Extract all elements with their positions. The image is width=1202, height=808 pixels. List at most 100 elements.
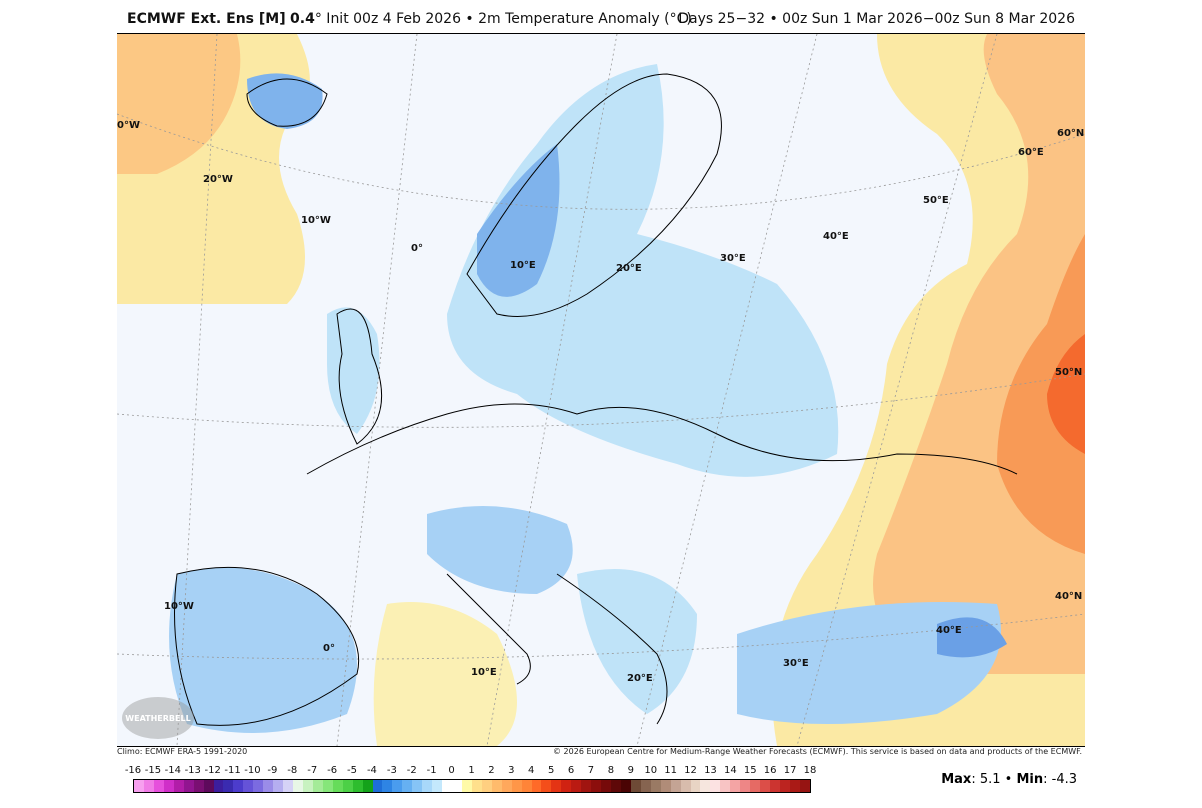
graticule-label: 60°N: [1057, 128, 1085, 139]
max-value: : 5.1 •: [971, 772, 1017, 787]
warm-med: [373, 602, 517, 746]
colorbar-swatch: [442, 780, 452, 792]
colorbar-tick-label: 5: [547, 765, 555, 776]
colorbar-swatch: [481, 780, 492, 792]
colorbar-swatch: [770, 780, 780, 792]
colorbar-swatch: [253, 780, 264, 792]
colorbar-swatch: [571, 780, 582, 792]
colorbar-swatch: [412, 780, 423, 792]
colorbar-tick-label: 7: [587, 765, 595, 776]
colorbar-swatch: [243, 780, 254, 792]
colorbar-tick-label: -10: [244, 765, 261, 776]
weatherbell-logo: WEATHERBELL: [122, 697, 194, 739]
graticule-label: 30°E: [720, 253, 746, 264]
colorbar-swatch: [422, 780, 433, 792]
colorbar-swatch: [710, 780, 721, 792]
colorbar-tick-label: 0: [448, 765, 455, 776]
colorbar-swatch: [193, 780, 204, 792]
colorbar-tick-label: 3: [508, 765, 515, 776]
graticule-label: 20°E: [627, 673, 653, 684]
colorbar-swatch: [720, 780, 731, 792]
cool-turkey: [737, 602, 1001, 724]
warm-atlantic-orange: [117, 34, 241, 174]
colorbar-swatch: [461, 780, 472, 792]
colorbar-tick-label: -13: [184, 765, 201, 776]
cool-iberia: [169, 567, 357, 733]
colorbar-tick-label: 2: [488, 765, 495, 776]
colorbar-tick-label: -16: [124, 765, 142, 776]
colorbar-tick-label: -5: [347, 765, 358, 776]
graticule-label: 10°E: [471, 667, 497, 678]
colorbar-swatch: [789, 780, 800, 792]
colorbar-swatch: [342, 780, 353, 792]
colorbar-tick-label: 13: [704, 765, 717, 776]
colorbar-swatch: [750, 780, 761, 792]
map-shading: [117, 34, 1085, 746]
hottest-core: [1047, 334, 1085, 454]
graticule-label: 50°E: [923, 195, 949, 206]
max-label: Max: [941, 772, 972, 787]
colorbar-tick-label: 4: [528, 765, 535, 776]
graticule-label: 0°: [323, 643, 335, 654]
colorbar-swatch: [611, 780, 621, 792]
colorbar-swatch: [640, 780, 651, 792]
colorbar-tick-label: 10: [644, 765, 658, 776]
colorbar-labels: -16 -15 -14 -13 -12 -11 -10 -9 -8 -7 -6 -5 -4 -3 -2 -1 0…: [125, 765, 817, 777]
colorbar-tick-label: -9: [267, 765, 278, 776]
graticule-label: 0°: [411, 243, 423, 254]
graticule-label: 10°E: [510, 260, 536, 271]
colorbar-swatch: [760, 780, 770, 792]
colorbar-swatch: [670, 780, 681, 792]
anomaly-map: 0°W 20°W 10°W 0° 10°E 20°E 30°E 40°E 50°…: [117, 33, 1085, 747]
colorbar-swatch: [372, 780, 383, 792]
colorbar-tick-label: -14: [164, 765, 181, 776]
colorbar-tick-label: -6: [327, 765, 338, 776]
max-min: Max: 5.1 • Min: -4.3: [941, 772, 1077, 787]
colorbar-swatch: [382, 780, 393, 792]
graticule-label: 40°E: [936, 625, 962, 636]
colorbar-swatch: [551, 780, 562, 792]
graticule-label: 20°E: [616, 263, 642, 274]
colorbar-swatch: [700, 780, 711, 792]
colorbar-swatch: [213, 780, 224, 792]
colorbar-swatch: [690, 780, 701, 792]
colorbar-tick-label: 16: [763, 765, 777, 776]
climo-note: Climo: ECMWF ERA-5 1991-2020: [117, 747, 248, 756]
colorbar-swatch: [263, 780, 274, 792]
colorbar-tick-label: 11: [664, 765, 677, 776]
colorbar-swatch: [452, 780, 462, 792]
colorbar-swatch: [332, 780, 343, 792]
chart-title: ECMWF Ext. Ens [M] 0.4° Init 00z 4 Feb 2…: [127, 11, 692, 27]
colorbar-swatch: [163, 780, 174, 792]
coastlines: [174, 73, 1018, 726]
min-value: : -4.3: [1043, 772, 1077, 787]
colorbar-swatch: [302, 780, 313, 792]
colorbar-swatch: [730, 780, 741, 792]
colorbar-tick-label: -4: [366, 765, 377, 776]
colorbar-swatch: [143, 780, 154, 792]
colorbar-swatch: [173, 780, 184, 792]
colorbar-swatch: [601, 780, 611, 792]
colorbar-tick-label: -1: [426, 765, 437, 776]
colorbar-tick-label: -15: [144, 765, 162, 776]
colorbar-swatch: [183, 780, 194, 792]
hot-core: [997, 234, 1085, 554]
cool-balkans: [577, 569, 697, 714]
colorbar-tick-label: 18: [803, 765, 817, 776]
colorbar: [133, 779, 811, 793]
colorbar-tick-label: -3: [386, 765, 397, 776]
colorbar-swatch: [322, 780, 333, 792]
colorbar-swatch: [740, 780, 751, 792]
colorbar-swatch: [561, 780, 572, 792]
colorbar-tick-label: -2: [406, 765, 417, 776]
colorbar-swatch: [531, 780, 542, 792]
colorbar-tick-label: -12: [204, 765, 221, 776]
colorbar-swatch: [630, 780, 641, 792]
resolution: 0.4: [290, 11, 315, 27]
graticule-label: 30°E: [783, 658, 809, 669]
colorbar-swatch: [660, 780, 671, 792]
colorbar-tick-label: 8: [607, 765, 615, 776]
colorbar-tick-label: -11: [224, 765, 241, 776]
colorbar-swatch: [223, 780, 234, 792]
graticule-label: 10°W: [164, 601, 194, 612]
